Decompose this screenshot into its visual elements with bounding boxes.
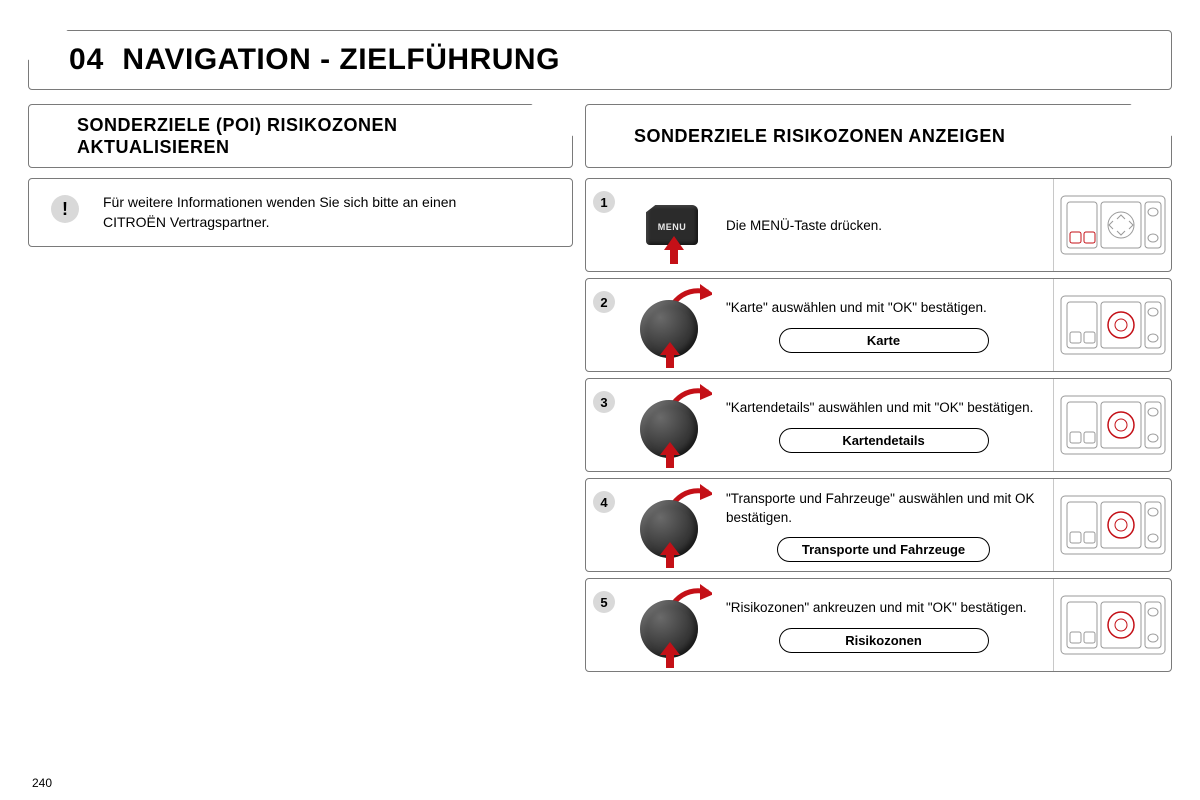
menu-selection-pill: Karte xyxy=(779,328,989,353)
step-row: 1 MENU Die MENÜ-Taste drücken. xyxy=(585,178,1172,272)
step-action-icon: MENU xyxy=(622,179,722,271)
left-panel-heading-text: SONDERZIELE (POI) RISIKOZONEN AKTUALISIE… xyxy=(77,114,542,159)
step-description: "Risikozonen" ankreuzen und mit "OK" bes… xyxy=(726,599,1041,617)
step-number-badge: 5 xyxy=(593,591,615,613)
step-action-icon xyxy=(622,279,722,371)
page-number: 240 xyxy=(32,776,52,790)
step-row: 5 "Risikozonen" ankreuzen und mit "OK" b… xyxy=(585,578,1172,672)
arrow-up-icon xyxy=(660,442,680,468)
radio-thumbnail xyxy=(1053,479,1171,571)
step-action-icon xyxy=(622,379,722,471)
rotary-dial-icon xyxy=(630,486,714,564)
rotary-dial-icon xyxy=(630,586,714,664)
step-number-badge: 3 xyxy=(593,391,615,413)
step-row: 3 "Kartendetails" auswählen und mit "OK"… xyxy=(585,378,1172,472)
rotary-dial-icon xyxy=(630,286,714,364)
step-number-badge: 1 xyxy=(593,191,615,213)
right-panel-heading: SONDERZIELE RISIKOZONEN ANZEIGEN xyxy=(585,104,1172,168)
arrow-up-icon xyxy=(660,642,680,668)
arrow-up-icon xyxy=(660,542,680,568)
left-panel-heading: SONDERZIELE (POI) RISIKOZONEN AKTUALISIE… xyxy=(28,104,573,168)
rotary-dial-icon xyxy=(630,386,714,464)
radio-thumbnail xyxy=(1053,279,1171,371)
step-description: "Transporte und Fahrzeuge" auswählen und… xyxy=(726,490,1041,526)
radio-thumbnail xyxy=(1053,379,1171,471)
chapter-number: 04 xyxy=(69,43,104,77)
exclamation-icon: ! xyxy=(51,195,79,223)
info-note-text: Für weitere Informationen wenden Sie sic… xyxy=(103,193,503,232)
step-description: "Kartendetails" auswählen und mit "OK" b… xyxy=(726,399,1041,417)
chapter-title: NAVIGATION - ZIELFÜHRUNG xyxy=(122,43,560,77)
radio-thumbnail xyxy=(1053,579,1171,671)
step-action-icon xyxy=(622,579,722,671)
info-note: ! Für weitere Informationen wenden Sie s… xyxy=(28,178,573,247)
arrow-up-icon xyxy=(660,342,680,368)
step-action-icon xyxy=(622,479,722,571)
step-number-badge: 4 xyxy=(593,491,615,513)
step-row: 2 "Karte" auswählen und mit "OK" bestäti… xyxy=(585,278,1172,372)
menu-button-icon: MENU xyxy=(630,186,714,264)
menu-label: MENU xyxy=(646,222,698,232)
step-description: "Karte" auswählen und mit "OK" bestätige… xyxy=(726,299,1041,317)
step-row: 4 "Transporte und Fahrzeuge" auswählen u… xyxy=(585,478,1172,572)
menu-selection-pill: Transporte und Fahrzeuge xyxy=(777,537,990,562)
menu-selection-pill: Risikozonen xyxy=(779,628,989,653)
menu-selection-pill: Kartendetails xyxy=(779,428,989,453)
step-description: Die MENÜ-Taste drücken. xyxy=(726,217,1041,235)
right-panel-heading-text: SONDERZIELE RISIKOZONEN ANZEIGEN xyxy=(634,125,1005,148)
step-number-badge: 2 xyxy=(593,291,615,313)
radio-thumbnail xyxy=(1053,179,1171,271)
arrow-up-icon xyxy=(664,236,684,264)
chapter-header: 04 NAVIGATION - ZIELFÜHRUNG xyxy=(28,30,1172,90)
